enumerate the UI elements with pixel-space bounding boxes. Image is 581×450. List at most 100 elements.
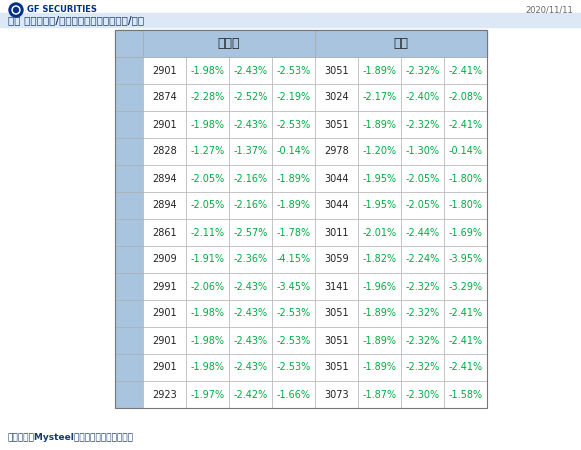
Bar <box>358 219 401 246</box>
Bar <box>186 354 229 381</box>
Text: -2.43%: -2.43% <box>234 282 268 292</box>
Bar <box>401 84 444 111</box>
Text: 3044: 3044 <box>324 174 349 184</box>
Text: 2894: 2894 <box>152 201 177 211</box>
Text: 3059: 3059 <box>324 255 349 265</box>
Text: -2.43%: -2.43% <box>234 309 268 319</box>
Bar <box>401 192 444 219</box>
Text: 2901: 2901 <box>152 336 177 346</box>
Bar <box>358 192 401 219</box>
Text: -2.53%: -2.53% <box>277 336 311 346</box>
Bar <box>401 111 444 138</box>
Bar <box>229 165 272 192</box>
Text: -2.52%: -2.52% <box>234 93 268 103</box>
Bar <box>115 165 143 192</box>
Bar <box>444 219 487 246</box>
Bar <box>315 327 358 354</box>
Bar <box>143 300 186 327</box>
Text: 3044: 3044 <box>324 201 349 211</box>
Bar <box>272 273 315 300</box>
Bar <box>315 84 358 111</box>
Text: -2.42%: -2.42% <box>234 390 268 400</box>
Bar <box>143 327 186 354</box>
Text: -2.53%: -2.53% <box>277 363 311 373</box>
Text: -2.41%: -2.41% <box>449 336 483 346</box>
Bar <box>315 381 358 408</box>
Text: 2874: 2874 <box>152 93 177 103</box>
Bar <box>186 246 229 273</box>
Text: 3051: 3051 <box>324 336 349 346</box>
Bar <box>115 300 143 327</box>
Text: 螺纹钢: 螺纹钢 <box>218 37 241 50</box>
Text: -1.98%: -1.98% <box>191 66 224 76</box>
Bar <box>115 138 143 165</box>
Bar <box>401 57 444 84</box>
Text: -2.43%: -2.43% <box>234 336 268 346</box>
Text: 品种 全国螺纹钢/热卷基差统计（单位：元/吨）: 品种 全国螺纹钢/热卷基差统计（单位：元/吨） <box>8 15 144 25</box>
Text: -1.89%: -1.89% <box>363 66 396 76</box>
Bar <box>401 165 444 192</box>
Circle shape <box>9 3 23 17</box>
Bar <box>315 354 358 381</box>
Bar <box>401 327 444 354</box>
Bar <box>229 327 272 354</box>
Bar <box>401 273 444 300</box>
Circle shape <box>13 8 19 13</box>
Bar <box>186 219 229 246</box>
Bar <box>401 300 444 327</box>
Text: -1.96%: -1.96% <box>363 282 396 292</box>
Bar <box>115 381 143 408</box>
Bar <box>229 138 272 165</box>
Bar <box>143 57 186 84</box>
Bar <box>115 219 143 246</box>
Bar <box>358 111 401 138</box>
Text: -0.14%: -0.14% <box>449 147 482 157</box>
Bar <box>229 273 272 300</box>
Bar <box>115 30 487 408</box>
Text: -2.16%: -2.16% <box>234 174 268 184</box>
Text: -1.87%: -1.87% <box>363 390 397 400</box>
Text: -2.32%: -2.32% <box>406 309 440 319</box>
Bar <box>358 165 401 192</box>
Text: -3.29%: -3.29% <box>449 282 483 292</box>
Text: -2.41%: -2.41% <box>449 363 483 373</box>
Text: -1.89%: -1.89% <box>363 363 396 373</box>
Bar <box>444 165 487 192</box>
Text: -2.05%: -2.05% <box>191 201 225 211</box>
Text: -1.37%: -1.37% <box>234 147 268 157</box>
Bar <box>272 111 315 138</box>
Text: 2978: 2978 <box>324 147 349 157</box>
Text: -2.32%: -2.32% <box>406 66 440 76</box>
Bar <box>272 138 315 165</box>
Text: -1.89%: -1.89% <box>363 120 396 130</box>
Bar <box>315 30 487 57</box>
Text: 数据来源：Mysteel、广发期货发展研究中心: 数据来源：Mysteel、广发期货发展研究中心 <box>8 433 134 442</box>
Bar <box>115 30 143 57</box>
Text: -2.01%: -2.01% <box>363 228 397 238</box>
Text: -1.89%: -1.89% <box>277 201 310 211</box>
Bar <box>186 381 229 408</box>
Bar <box>229 354 272 381</box>
Text: 3051: 3051 <box>324 363 349 373</box>
Text: -2.43%: -2.43% <box>234 66 268 76</box>
Text: 2901: 2901 <box>152 120 177 130</box>
Bar <box>444 300 487 327</box>
Bar <box>401 354 444 381</box>
Bar <box>315 192 358 219</box>
Text: 2020/11/11: 2020/11/11 <box>525 5 573 14</box>
Text: -1.58%: -1.58% <box>449 390 483 400</box>
Bar <box>358 57 401 84</box>
Text: -1.95%: -1.95% <box>363 201 397 211</box>
Bar <box>115 30 487 57</box>
Text: 3051: 3051 <box>324 66 349 76</box>
Text: -1.66%: -1.66% <box>277 390 310 400</box>
Text: -3.45%: -3.45% <box>277 282 311 292</box>
Bar <box>229 111 272 138</box>
Text: 2828: 2828 <box>152 147 177 157</box>
Text: 热卷: 热卷 <box>393 37 408 50</box>
Bar <box>272 246 315 273</box>
Text: -2.57%: -2.57% <box>234 228 268 238</box>
Bar <box>143 273 186 300</box>
Text: 3141: 3141 <box>324 282 349 292</box>
Bar <box>143 354 186 381</box>
